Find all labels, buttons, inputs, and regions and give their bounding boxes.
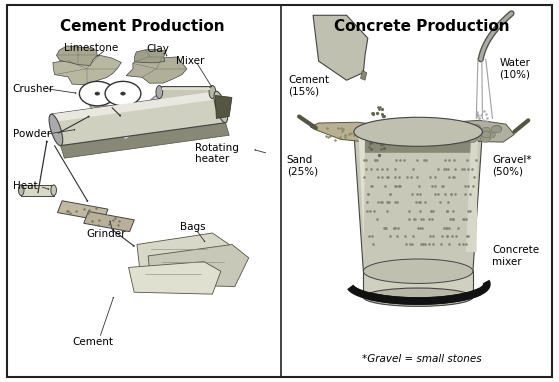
Text: Water
(10%): Water (10%) (499, 58, 530, 79)
Polygon shape (466, 132, 478, 252)
Circle shape (452, 128, 464, 136)
Circle shape (486, 132, 495, 138)
Text: Concrete Production: Concrete Production (334, 19, 510, 34)
Text: Sand
(25%): Sand (25%) (287, 155, 318, 177)
Text: Heat: Heat (13, 181, 37, 191)
Text: *Gravel = small stones: *Gravel = small stones (362, 354, 482, 364)
Ellipse shape (363, 288, 473, 306)
Circle shape (482, 127, 490, 133)
Polygon shape (363, 271, 473, 297)
Ellipse shape (18, 185, 24, 196)
Ellipse shape (354, 117, 482, 146)
Polygon shape (137, 233, 229, 271)
Circle shape (457, 126, 467, 133)
Circle shape (466, 133, 473, 138)
Polygon shape (361, 71, 367, 80)
Circle shape (453, 131, 463, 138)
Circle shape (461, 131, 471, 137)
Polygon shape (129, 262, 221, 294)
Text: Crusher: Crusher (13, 84, 54, 94)
Text: Clay: Clay (146, 44, 169, 54)
Polygon shape (162, 87, 210, 90)
Ellipse shape (214, 91, 228, 123)
Polygon shape (89, 106, 131, 115)
Text: Grinder: Grinder (87, 229, 126, 239)
Circle shape (105, 81, 141, 106)
Polygon shape (358, 132, 365, 252)
Circle shape (462, 126, 471, 131)
Polygon shape (21, 185, 54, 196)
Text: Cement
(15%): Cement (15%) (288, 75, 329, 97)
Ellipse shape (49, 114, 63, 146)
Polygon shape (354, 132, 482, 271)
Circle shape (462, 129, 470, 134)
Polygon shape (60, 123, 229, 158)
Text: Bags: Bags (180, 222, 206, 232)
Text: Gravel*
(50%): Gravel* (50%) (492, 155, 532, 177)
Circle shape (79, 81, 115, 106)
Circle shape (475, 134, 483, 140)
Circle shape (460, 132, 467, 137)
Polygon shape (148, 244, 249, 286)
Polygon shape (58, 201, 108, 221)
Polygon shape (159, 86, 212, 99)
Circle shape (482, 131, 491, 138)
Polygon shape (84, 212, 134, 231)
Polygon shape (313, 15, 368, 80)
Circle shape (480, 136, 490, 142)
Polygon shape (51, 91, 225, 146)
Polygon shape (126, 54, 187, 83)
Ellipse shape (156, 86, 163, 99)
Circle shape (467, 136, 477, 142)
Text: Limestone: Limestone (64, 43, 119, 53)
Circle shape (95, 92, 100, 95)
Circle shape (491, 126, 501, 133)
Polygon shape (361, 134, 476, 153)
Polygon shape (56, 46, 97, 65)
Circle shape (467, 130, 478, 138)
Circle shape (457, 134, 471, 143)
Text: Cement Production: Cement Production (60, 19, 225, 34)
Polygon shape (215, 96, 232, 118)
Polygon shape (442, 120, 514, 142)
Circle shape (121, 92, 125, 95)
Circle shape (455, 133, 463, 138)
Circle shape (463, 134, 474, 141)
Polygon shape (135, 49, 165, 63)
Text: Cement: Cement (73, 337, 113, 347)
Polygon shape (51, 91, 219, 122)
Ellipse shape (209, 86, 216, 99)
Text: Powder: Powder (13, 129, 51, 139)
Circle shape (492, 125, 502, 132)
Text: Rotating
heater: Rotating heater (195, 143, 238, 164)
Text: Concrete
mixer: Concrete mixer (492, 245, 539, 267)
Ellipse shape (51, 185, 56, 196)
Ellipse shape (363, 259, 473, 283)
Polygon shape (310, 122, 391, 143)
Circle shape (471, 125, 481, 131)
Text: Mixer: Mixer (176, 56, 205, 66)
Polygon shape (53, 55, 121, 85)
Circle shape (451, 124, 462, 132)
